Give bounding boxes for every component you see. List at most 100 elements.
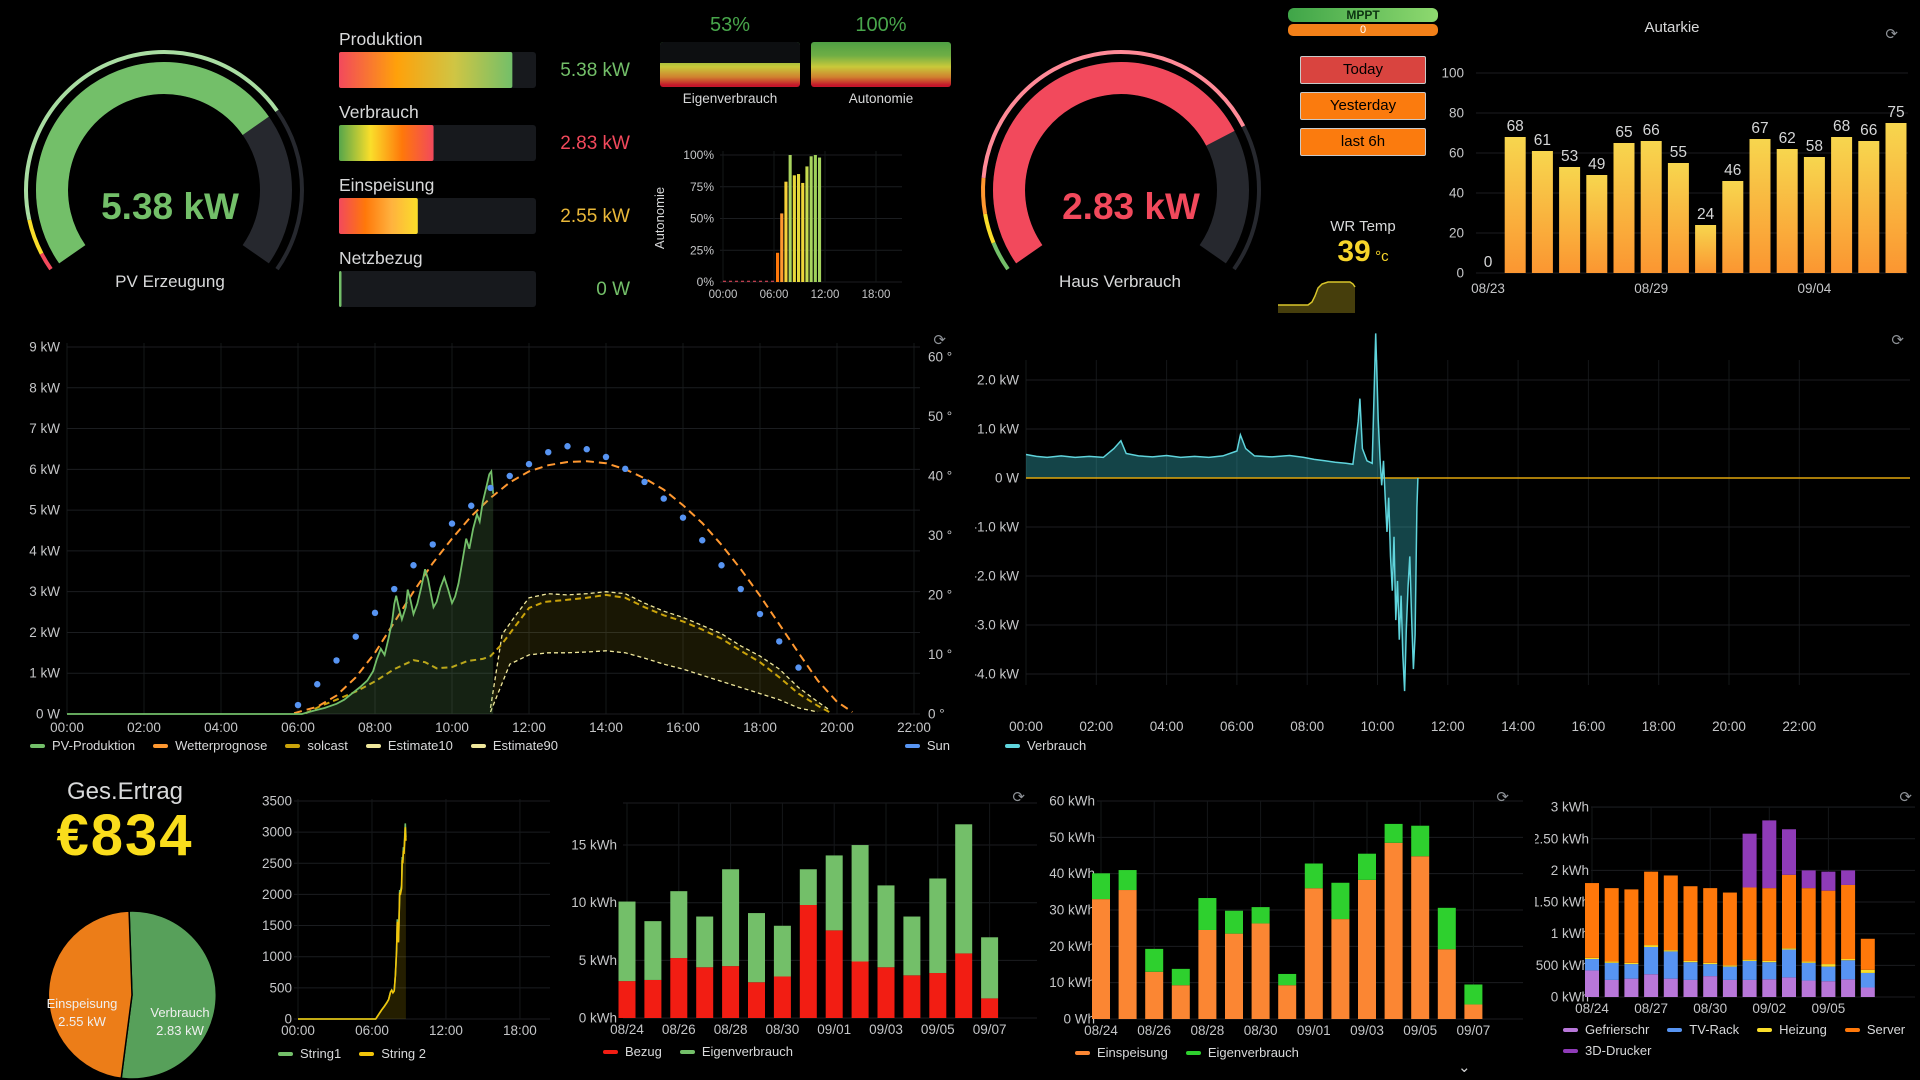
bar: [788, 155, 792, 282]
eigenverbrauch-bar: [660, 42, 800, 87]
legend-item-solcast[interactable]: solcast: [285, 738, 348, 753]
bar-segment: [1411, 856, 1430, 1019]
legend-item-einspeisung[interactable]: Einspeisung: [1075, 1045, 1168, 1060]
bar-segment: [1585, 970, 1599, 997]
bar-segment: [929, 973, 947, 1018]
tick-label: 12:00: [512, 720, 546, 735]
bar-segment: [825, 930, 843, 1018]
legend-item-estimate90[interactable]: Estimate90: [470, 738, 558, 753]
time-range-buttons: Today Yesterday last 6h: [1300, 56, 1426, 156]
legend-item-sun[interactable]: Sun: [904, 738, 950, 753]
tick-label: 20:00: [820, 720, 854, 735]
legend-item-server[interactable]: Server: [1844, 1022, 1905, 1037]
button-yesterday[interactable]: Yesterday: [1300, 92, 1426, 120]
button-today[interactable]: Today: [1300, 56, 1426, 84]
chart-legend: Bezug Eigenverbrauch: [603, 1044, 793, 1059]
bar-segment: [1762, 820, 1777, 889]
legend-item-eigenverbrauch[interactable]: Eigenverbrauch: [1185, 1045, 1299, 1060]
refresh-icon[interactable]: ⟳: [1012, 789, 1025, 806]
legend-item-3d-drucker[interactable]: 3D-Drucker: [1563, 1043, 1651, 1058]
wr-temp-unit: °c: [1375, 248, 1389, 265]
legend-item-estimate10[interactable]: Estimate10: [365, 738, 453, 753]
bar-segment: [722, 966, 740, 1018]
refresh-icon[interactable]: ⟳: [1885, 26, 1898, 43]
bar: [809, 156, 813, 282]
bar-segment: [1278, 973, 1297, 986]
bar-segment: [1624, 962, 1639, 965]
legend-item-pv-produktion[interactable]: PV-Produktion: [30, 738, 135, 753]
tick-label: 0: [284, 1012, 292, 1027]
tick-label: 50 °: [928, 409, 952, 424]
tick-label: 30 °: [928, 528, 952, 543]
bar-segment: [903, 975, 921, 1018]
sun-point: [294, 701, 302, 709]
bar-segment: [1304, 863, 1323, 889]
bar-segment: [877, 967, 895, 1018]
tick-label: -2.0 kW: [975, 569, 1019, 584]
tick-label: Einspeisung: [47, 996, 118, 1011]
sun-point: [776, 638, 783, 645]
legend-item-string1[interactable]: String1: [278, 1046, 341, 1061]
tick-label: 06:00: [760, 289, 789, 301]
wr-temp-number: 39: [1337, 235, 1371, 268]
bar-segment: [1801, 888, 1816, 962]
legend-item-eigenverbrauch[interactable]: Eigenverbrauch: [679, 1044, 793, 1059]
legend-item-verbrauch[interactable]: Verbrauch: [1005, 738, 1086, 753]
bar-segment: [1411, 825, 1430, 857]
sun-point: [679, 514, 687, 521]
chart-legend: Einspeisung Eigenverbrauch: [1075, 1045, 1299, 1060]
refresh-icon[interactable]: ⟳: [933, 332, 946, 349]
bar-segment: [644, 979, 662, 1018]
button-last-6h[interactable]: last 6h: [1300, 128, 1426, 156]
tick-label: 40 kWh: [1049, 866, 1095, 881]
tick-label: 02:00: [1079, 719, 1113, 734]
chart-legend: PV-Produktion Wetterprognose solcast Estima…: [30, 738, 950, 753]
sun-point: [429, 541, 436, 548]
tick-label: 4 kW: [29, 543, 60, 558]
legend-item-bezug[interactable]: Bezug: [603, 1044, 662, 1059]
bar-segment: [1782, 949, 1796, 978]
tick-label: 0.500 kWh: [1535, 958, 1589, 973]
tick-label: 100%: [683, 148, 714, 162]
haus-verbrauch-panel: 2.83 kW Haus Verbrauch: [960, 0, 1320, 322]
legend-item-wetterprognose[interactable]: Wetterprognose: [153, 738, 267, 753]
legend-item-tv-rack[interactable]: TV-Rack: [1667, 1022, 1739, 1037]
tick-label: 00:00: [1009, 719, 1043, 734]
bar: [1858, 141, 1880, 273]
legend-item-gefrierschr[interactable]: Gefrierschr: [1563, 1022, 1649, 1037]
tick-label: 0 W: [995, 471, 1019, 486]
tick-label: 16:00: [666, 720, 700, 735]
legend-item-string-2[interactable]: String 2: [359, 1046, 426, 1061]
bar-segment: [1384, 842, 1403, 1019]
tick-label: 22:00: [1782, 719, 1816, 734]
sun-point: [314, 681, 321, 688]
tick-label: 50%: [690, 212, 714, 226]
tick-label: 10 kWh: [1049, 975, 1095, 990]
bar: [1885, 123, 1907, 273]
refresh-icon[interactable]: ⟳: [1899, 789, 1912, 806]
bar-segment: [1782, 977, 1796, 997]
tick-label: Autarkie: [1644, 19, 1699, 36]
bar-segment: [618, 901, 636, 982]
bar: [1531, 151, 1553, 273]
tick-label: 18:00: [503, 1023, 537, 1038]
refresh-icon[interactable]: ⟳: [1496, 789, 1509, 806]
bar-segment: [1782, 829, 1796, 875]
tick-label: 12:00: [811, 289, 840, 301]
bar-segment: [1092, 899, 1110, 1019]
tick-label: 60: [1449, 146, 1464, 161]
tick-label: 09/02: [1752, 1001, 1786, 1016]
refresh-icon[interactable]: ⟳: [1891, 332, 1904, 349]
tick-label: 68: [1833, 118, 1850, 135]
tick-label: 2 kWh: [1551, 863, 1589, 878]
bar-segment: [1821, 871, 1836, 891]
tick-label: Netzbezug: [339, 248, 423, 268]
scroll-down-icon[interactable]: ⌄: [1458, 1059, 1471, 1076]
tick-label: 3000: [262, 825, 292, 840]
bar-segment: [799, 869, 817, 906]
bar-segment: [1118, 890, 1137, 1019]
legend-item-heizung[interactable]: Heizung: [1757, 1022, 1827, 1037]
mppt-panel: MPPT 0 Today Yesterday last 6h WR Temp 39 …: [1278, 8, 1448, 313]
bar-segment: [1644, 871, 1659, 946]
tick-label: 1500: [262, 918, 292, 933]
